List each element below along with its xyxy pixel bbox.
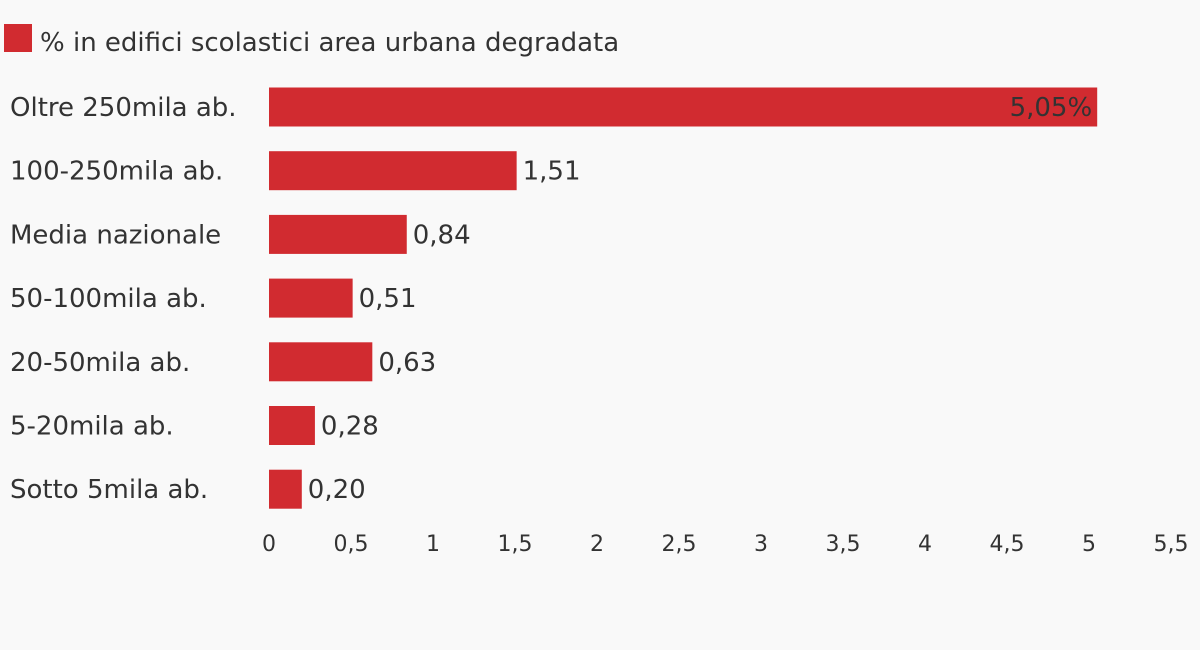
- x-tick-label: 1,5: [498, 532, 533, 557]
- x-tick-label: 2: [590, 532, 604, 557]
- bar-value-label: 0,20: [308, 475, 366, 505]
- x-tick-label: 4: [918, 532, 932, 557]
- bar: [269, 87, 1098, 127]
- bar: [269, 406, 315, 445]
- bar: [269, 214, 407, 254]
- category-label: 100-250mila ab.: [10, 157, 223, 187]
- value-labels: 5,05% 1,51 0,84 0,51 0,63 0,28 0,20: [308, 93, 1092, 505]
- category-label: Sotto 5mila ab.: [10, 475, 208, 505]
- category-label: Oltre 250mila ab.: [10, 93, 237, 123]
- bar: [269, 278, 353, 318]
- bars: [269, 87, 1098, 509]
- category-label: 20-50mila ab.: [10, 348, 190, 378]
- category-labels: Oltre 250mila ab. 100-250mila ab. Media na…: [10, 93, 237, 505]
- bar: [269, 151, 517, 191]
- category-label: Media nazionale: [10, 220, 221, 250]
- x-axis-ticks: 0 0,5 1 1,5 2 2,5 3 3,5 4 4,5 5 5,5: [262, 532, 1189, 557]
- x-tick-label: 4,5: [990, 532, 1025, 557]
- bar-value-label: 0,84: [413, 220, 471, 250]
- x-tick-label: 5: [1082, 532, 1096, 557]
- legend: % in edifici scolastici area urbana degr…: [4, 24, 619, 58]
- legend-swatch: [4, 24, 32, 52]
- x-tick-label: 2,5: [662, 532, 697, 557]
- x-tick-label: 3: [754, 532, 768, 557]
- category-label: 50-100mila ab.: [10, 284, 207, 314]
- x-tick-label: 1: [426, 532, 440, 557]
- bar: [269, 342, 373, 382]
- x-tick-label: 5,5: [1154, 532, 1189, 557]
- bar-value-label: 0,51: [359, 284, 417, 314]
- category-label: 5-20mila ab.: [10, 412, 174, 442]
- x-tick-label: 3,5: [826, 532, 861, 557]
- legend-label: % in edifici scolastici area urbana degr…: [40, 28, 619, 58]
- bar-value-label: 5,05%: [1010, 93, 1093, 123]
- bar-value-label: 0,28: [321, 412, 379, 442]
- x-tick-label: 0: [262, 532, 276, 557]
- bar-value-label: 1,51: [523, 157, 581, 187]
- bar-value-label: 0,63: [378, 348, 436, 378]
- x-tick-label: 0,5: [334, 532, 369, 557]
- bar: [269, 469, 302, 509]
